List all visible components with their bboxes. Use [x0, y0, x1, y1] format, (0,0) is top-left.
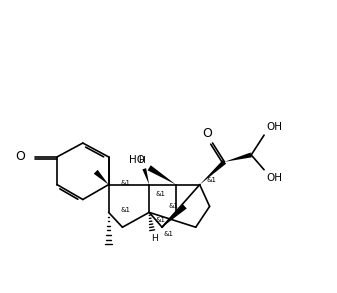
Polygon shape [142, 168, 149, 185]
Text: O: O [16, 150, 25, 163]
Polygon shape [224, 153, 252, 162]
Text: O: O [203, 127, 213, 140]
Text: &1: &1 [163, 231, 173, 237]
Text: H: H [151, 234, 157, 243]
Polygon shape [200, 160, 226, 185]
Text: &1: &1 [155, 190, 165, 197]
Polygon shape [162, 205, 187, 227]
Text: HO: HO [129, 155, 145, 165]
Polygon shape [148, 165, 176, 185]
Text: H: H [138, 156, 145, 165]
Text: &1: &1 [155, 217, 165, 223]
Text: OH: OH [266, 122, 282, 132]
Polygon shape [94, 170, 109, 185]
Text: &1: &1 [120, 180, 130, 186]
Text: &1: &1 [207, 177, 217, 183]
Text: OH: OH [266, 173, 282, 183]
Text: &1: &1 [168, 203, 178, 209]
Text: &1: &1 [120, 207, 130, 213]
